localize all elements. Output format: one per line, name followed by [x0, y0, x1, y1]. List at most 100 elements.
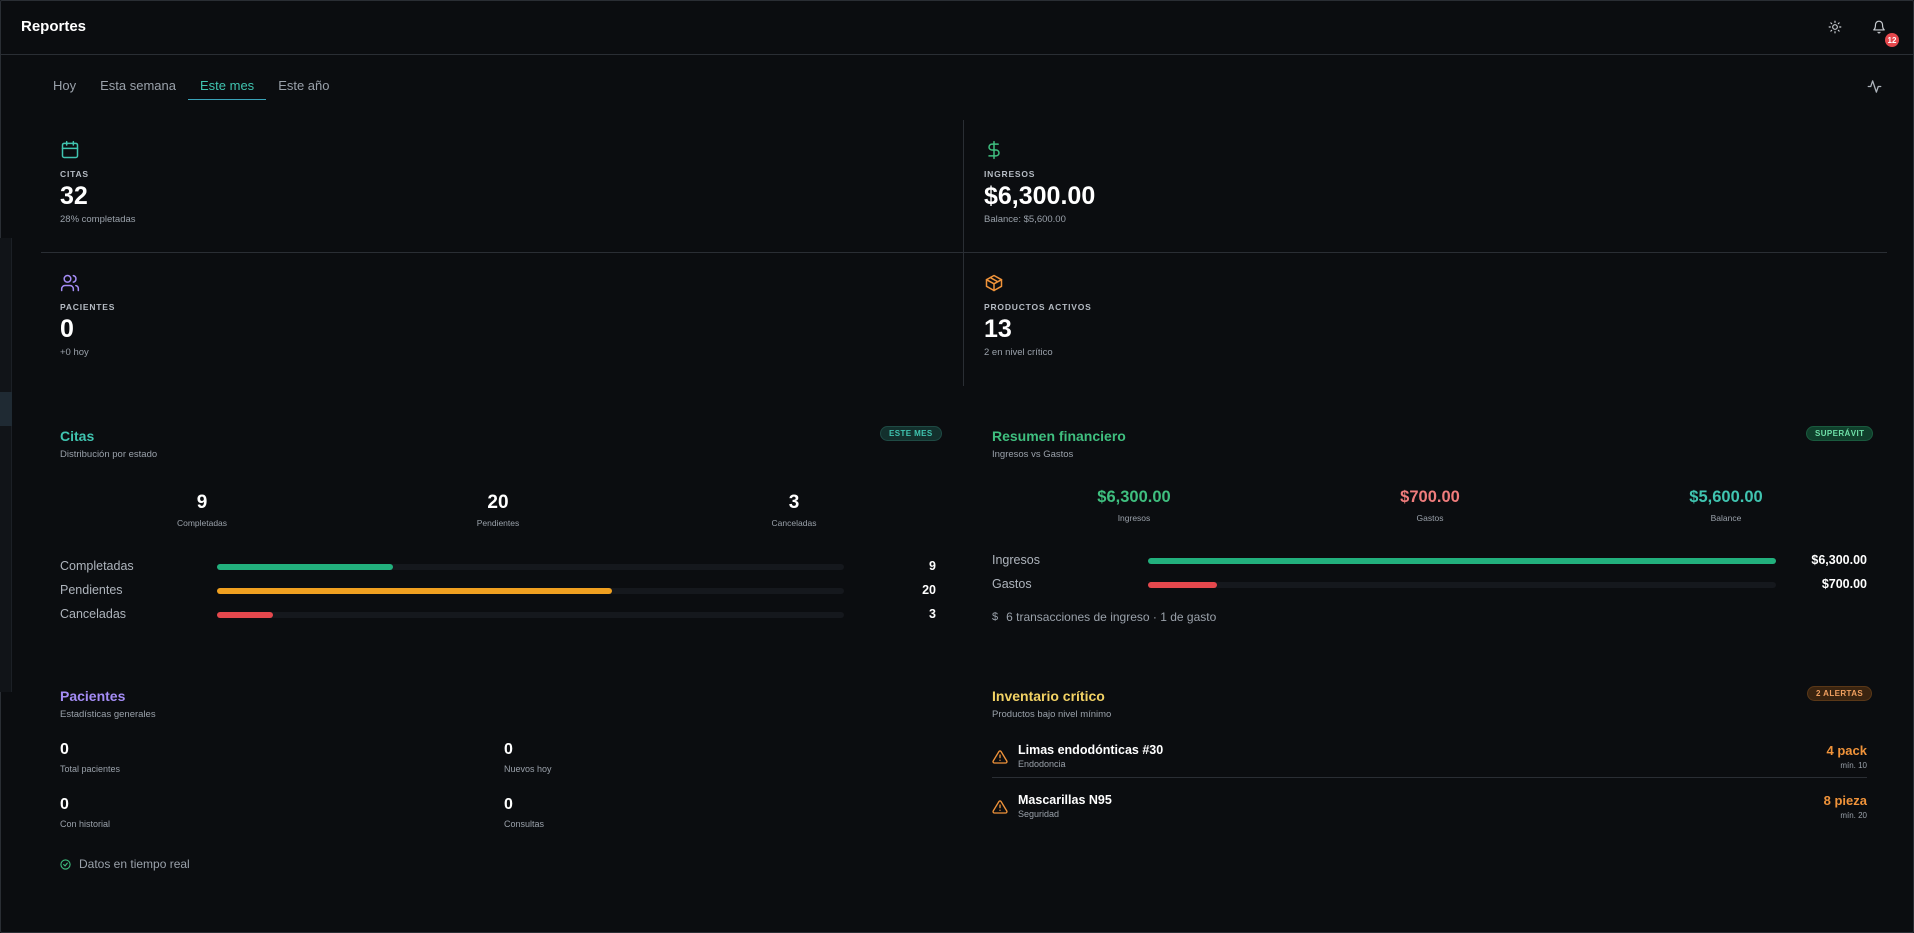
bar-track — [217, 612, 844, 618]
stat-consultas: 0 Consultas — [504, 796, 544, 829]
summary-gastos: $700.00 Gastos — [1330, 488, 1530, 523]
sidebar-collapsed-strip[interactable] — [0, 238, 12, 692]
stat-label: PACIENTES — [60, 302, 116, 312]
summary-value: $6,300.00 — [1097, 488, 1171, 506]
alerts-pill: 2 ALERTAS — [1807, 686, 1873, 701]
stat-label: Consultas — [504, 819, 545, 829]
bar-fill — [217, 588, 612, 594]
item-category: Seguridad — [1018, 809, 1060, 819]
item-name: Limas endodónticas #30 — [1018, 743, 1164, 757]
item-category: Endodoncia — [1018, 759, 1066, 769]
tab-hoy[interactable]: Hoy — [53, 78, 77, 93]
item-quantity: 4 pack — [1826, 743, 1867, 758]
notifications-button[interactable] — [1868, 16, 1890, 38]
summary-ingresos: $6,300.00 Ingresos — [1034, 488, 1234, 523]
stat-citas: CITAS 32 28% completadas — [60, 140, 136, 225]
bar-value: 20 — [922, 583, 936, 597]
stat-label: PRODUCTOS ACTIVOS — [984, 302, 1092, 312]
notification-count-badge: 12 — [1885, 33, 1899, 47]
bell-icon — [1873, 20, 1885, 34]
warning-icon — [992, 750, 1008, 764]
bar-track — [217, 588, 844, 594]
summary-value: 9 — [196, 492, 208, 513]
period-pill: ESTE MES — [880, 426, 942, 441]
activity-button[interactable] — [1864, 76, 1884, 96]
sun-icon — [1828, 20, 1842, 34]
bar-value: 9 — [929, 559, 936, 573]
inventory-item[interactable]: Limas endodónticas #30 Endodoncia 4 pack… — [992, 743, 1867, 779]
stat-value: 0 — [60, 796, 69, 813]
summary-completadas: 9 Completadas — [122, 492, 282, 528]
realtime-note: Datos en tiempo real — [60, 857, 190, 871]
users-icon — [60, 274, 80, 292]
stat-value: 0 — [504, 741, 513, 758]
summary-canceladas: 3 Canceladas — [714, 492, 874, 528]
top-bar: Reportes 12 — [0, 0, 1914, 55]
bar-fill — [217, 612, 274, 618]
sidebar-active-marker — [0, 392, 12, 426]
bar-row-pendientes: Pendientes 20 — [60, 583, 936, 599]
stat-pacientes: PACIENTES 0 +0 hoy — [60, 273, 115, 358]
summary-value: $5,600.00 — [1689, 488, 1763, 506]
warning-icon — [992, 800, 1008, 814]
stat-ingresos: INGRESOS $6,300.00 Balance: $5,600.00 — [984, 140, 1095, 225]
inventory-item[interactable]: Mascarillas N95 Seguridad 8 pieza mín. 2… — [992, 793, 1867, 829]
stat-total-pacientes: 0 Total pacientes — [60, 741, 120, 774]
stats-divider-vertical — [963, 120, 964, 386]
theme-toggle-button[interactable] — [1824, 16, 1846, 38]
stat-sub: 2 en nivel crítico — [984, 347, 1053, 358]
stat-nuevos-hoy: 0 Nuevos hoy — [504, 741, 552, 774]
note-text: Datos en tiempo real — [79, 857, 190, 871]
transactions-note: $ 6 transacciones de ingreso · 1 de gast… — [992, 610, 1216, 624]
summary-label: Ingresos — [1117, 513, 1151, 523]
card-title: Pacientes — [60, 688, 126, 704]
bar-value: $700.00 — [1821, 577, 1867, 591]
card-subtitle: Distribución por estado — [60, 449, 158, 460]
item-name: Mascarillas N95 — [1018, 793, 1112, 807]
tab-esta-semana[interactable]: Esta semana — [100, 78, 176, 93]
bar-label: Pendientes — [60, 583, 123, 597]
card-title: Citas — [60, 428, 95, 444]
card-subtitle: Estadísticas generales — [60, 709, 156, 720]
summary-value: 20 — [487, 492, 509, 513]
stat-sub: Balance: $5,600.00 — [984, 214, 1066, 225]
stat-productos-activos: PRODUCTOS ACTIVOS 13 2 en nivel crítico — [984, 273, 1092, 358]
stats-divider-horizontal — [41, 252, 1887, 253]
status-pill: SUPERÁVIT — [1806, 426, 1874, 441]
stat-label: Total pacientes — [60, 764, 121, 774]
bar-label: Completadas — [60, 559, 134, 573]
summary-label: Gastos — [1416, 513, 1444, 523]
item-quantity: 8 pieza — [1823, 793, 1867, 808]
check-circle-icon — [60, 858, 71, 870]
bar-fill — [1148, 558, 1776, 564]
bar-fill — [1148, 582, 1218, 588]
tab-este-ano[interactable]: Este año — [278, 78, 330, 93]
bar-value: 3 — [929, 607, 936, 621]
card-subtitle: Productos bajo nivel mínimo — [992, 709, 1112, 720]
bar-value: $6,300.00 — [1811, 553, 1867, 567]
summary-pendientes: 20 Pendientes — [418, 492, 578, 528]
calendar-icon — [61, 140, 79, 159]
stat-label: Nuevos hoy — [504, 764, 552, 774]
tab-este-mes[interactable]: Este mes — [188, 72, 267, 100]
bar-row-gastos: Gastos $700.00 — [992, 577, 1867, 593]
bar-label: Canceladas — [60, 607, 127, 621]
page-title: Reportes — [21, 18, 87, 35]
stat-label: Con historial — [60, 819, 111, 829]
stat-value: 32 — [60, 182, 88, 210]
summary-label: Canceladas — [771, 518, 817, 528]
activity-icon — [1867, 79, 1881, 93]
note-text: 6 transacciones de ingreso · 1 de gasto — [1006, 610, 1217, 624]
stat-sub: +0 hoy — [60, 347, 89, 358]
period-tabs: Hoy Esta semana Este mes Este año — [41, 72, 342, 100]
summary-value: 3 — [788, 492, 800, 513]
bar-track — [1148, 582, 1776, 588]
package-icon — [985, 274, 1003, 292]
stat-value: 0 — [60, 741, 69, 758]
card-title: Resumen financiero — [992, 428, 1126, 444]
stat-con-historial: 0 Con historial — [60, 796, 110, 829]
bar-row-completadas: Completadas 9 — [60, 559, 936, 575]
dollar-small-icon: $ — [992, 611, 999, 623]
stat-sub: 28% completadas — [60, 214, 136, 225]
item-minimum: mín. 20 — [1840, 811, 1867, 820]
